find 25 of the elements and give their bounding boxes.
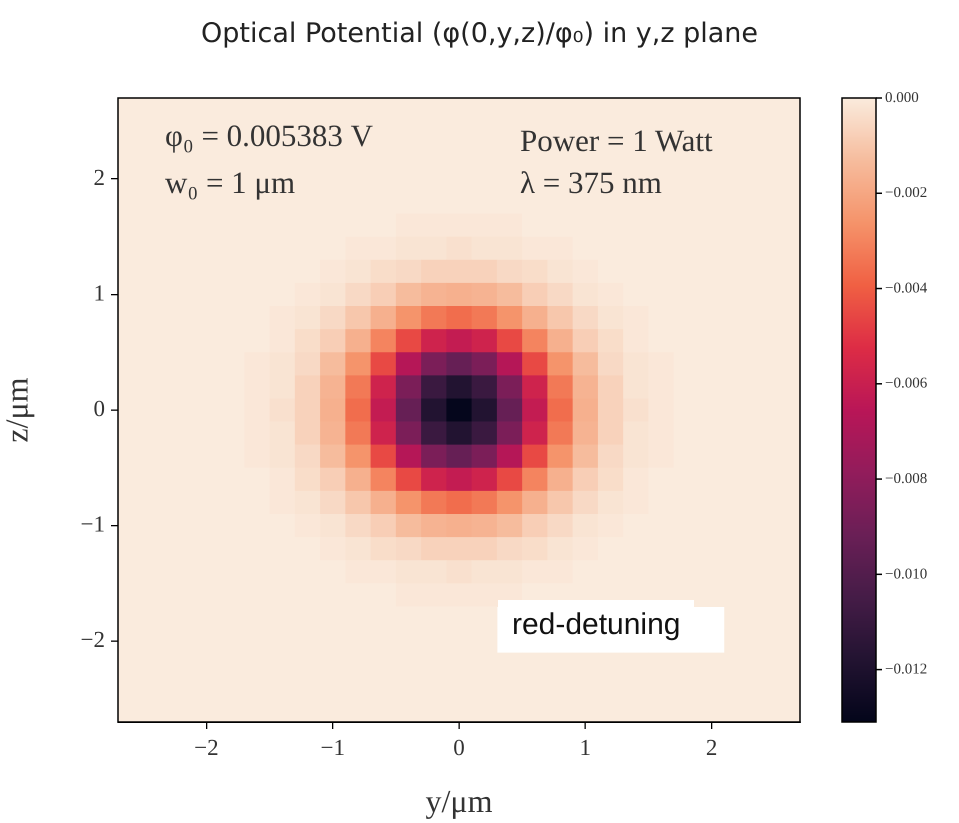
annotation: w₀ = 1 μm <box>165 165 296 201</box>
annotation: λ = 375 nm <box>520 165 662 201</box>
annotation: φ₀ = 0.005383 V <box>165 118 374 154</box>
x-tick-label: −1 <box>320 734 345 760</box>
color-bar-label: −0.002 <box>885 185 928 202</box>
color-bar-label: −0.006 <box>885 376 928 392</box>
color-bar-label: −0.012 <box>885 662 928 678</box>
y-tick-label: 2 <box>94 164 105 190</box>
x-tick-label: 1 <box>580 734 592 760</box>
y-axis-title: z/μm <box>0 377 35 443</box>
y-tick-label: 1 <box>94 280 105 306</box>
annotation: red-detuning <box>498 600 694 650</box>
color-bar-label: −0.004 <box>885 280 928 296</box>
color-bar-label: −0.010 <box>885 566 928 582</box>
x-axis-title: y/μm <box>426 783 493 820</box>
annotation: Power = 1 Watt <box>520 123 713 159</box>
color-bar-label: 0.000 <box>885 90 919 106</box>
x-tick-label: 0 <box>453 734 465 760</box>
y-tick-label: 0 <box>94 396 105 422</box>
color-bar-label: −0.008 <box>885 471 928 488</box>
y-tick-label: −2 <box>80 627 105 652</box>
chart-title: Optical Potential (φ(0,y,z)/φ₀) in y,z plane <box>200 18 759 49</box>
y-tick-label: −1 <box>80 512 105 537</box>
x-tick-label: 2 <box>706 734 718 760</box>
x-tick-label: −2 <box>194 734 219 760</box>
